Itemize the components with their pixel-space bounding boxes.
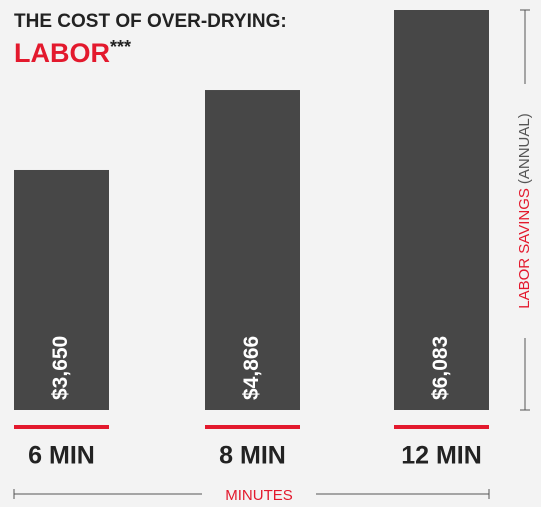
bar (14, 169, 109, 410)
x-axis-label: MINUTES (225, 487, 293, 504)
x-tick-label: 6 MIN (28, 442, 95, 470)
x-tick-label: 12 MIN (401, 442, 482, 470)
value-label: $3,650 (49, 336, 72, 400)
value-label: $4,866 (240, 336, 263, 400)
category-underline (205, 425, 300, 429)
chart-title: THE COST OF OVER-DRYING: (14, 11, 287, 32)
category-underline (14, 425, 109, 429)
y-axis-label: LABOR SAVINGS (ANNUAL) (516, 113, 533, 308)
y-label-text: LABOR SAVINGS (516, 188, 533, 309)
chart-subtitle: LABOR*** (14, 37, 131, 68)
subtitle-mark: *** (110, 37, 131, 57)
x-tick-label: 8 MIN (219, 442, 286, 470)
y-label-note: (ANNUAL) (516, 113, 533, 184)
value-label: $6,083 (429, 336, 452, 400)
subtitle-text: LABOR (14, 38, 110, 68)
bar (205, 90, 300, 410)
bar (394, 10, 489, 410)
category-underline (394, 425, 489, 429)
